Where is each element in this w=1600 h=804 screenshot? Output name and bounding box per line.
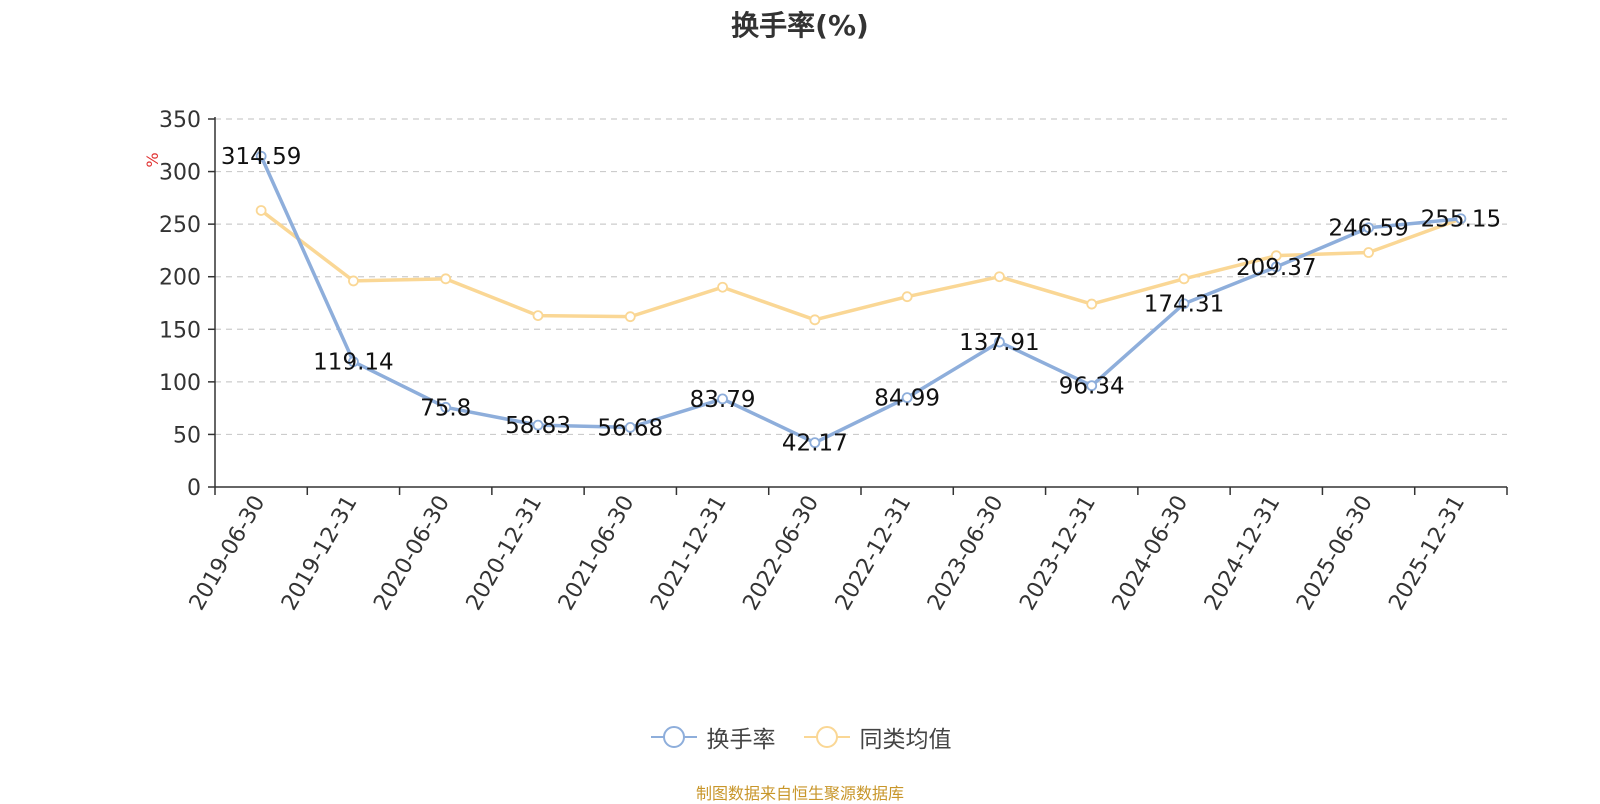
data-point-1: [994, 336, 1005, 348]
data-point-1: [1270, 261, 1282, 273]
data-point-1: [440, 401, 452, 413]
y-tick-label: 100: [159, 371, 201, 396]
data-point-2: [1178, 273, 1190, 285]
data-label: 255.15: [1421, 207, 1501, 233]
data-point-1: [1455, 213, 1467, 225]
legend-label: 同类均值: [859, 727, 952, 753]
data-point-2: [901, 291, 913, 303]
data-point-1: [1363, 222, 1374, 234]
data-point-2: [1363, 247, 1374, 258]
data-point-2: [994, 271, 1005, 283]
data-label: 42.17: [782, 431, 848, 457]
legend-swatch-icon: [803, 726, 850, 748]
series-line-2: [260, 209, 1462, 322]
data-point-2: [255, 205, 267, 216]
data-label: 246.59: [1328, 216, 1408, 242]
legend-item-1[interactable]: 换手率: [649, 720, 776, 754]
data-label: 58.83: [505, 413, 571, 439]
x-tick-label: 2025-06-30: [1292, 492, 1378, 615]
y-axis-label: %: [143, 152, 162, 167]
data-point-2: [1270, 250, 1282, 262]
data-point-1: [348, 356, 359, 368]
data-point-1: [1086, 380, 1098, 392]
y-tick-label: 350: [159, 108, 201, 133]
source-note: 制图数据来自恒生聚源数据库: [695, 784, 904, 803]
y-tick-label: 250: [159, 213, 201, 238]
data-label: 75.8: [420, 395, 471, 421]
data-point-2: [809, 314, 821, 326]
data-point-1: [901, 392, 913, 404]
x-tick-label: 2025-12-31: [1384, 492, 1470, 615]
data-point-1: [624, 422, 636, 433]
legend-item-2[interactable]: 同类均值: [802, 720, 952, 754]
y-tick-label: 300: [159, 161, 201, 186]
data-point-1: [532, 419, 544, 431]
data-point-1: [1178, 298, 1190, 310]
legend[interactable]: 换手率 同类均值: [0, 720, 1600, 754]
x-tick-label: 2022-06-30: [738, 492, 824, 615]
data-label: 96.34: [1059, 374, 1125, 400]
legend-label: 换手率: [706, 727, 776, 753]
data-point-2: [624, 311, 636, 323]
y-tick-label: 0: [187, 476, 201, 501]
data-label: 137.91: [959, 330, 1039, 356]
y-tick-label: 200: [159, 266, 201, 291]
x-tick-label: 2019-06-30: [185, 492, 271, 615]
data-point-2: [440, 273, 452, 285]
x-tick-label: 2023-06-30: [923, 492, 1009, 615]
y-tick-label: 150: [159, 318, 201, 343]
data-label: 84.99: [874, 386, 940, 412]
data-label: 119.14: [313, 350, 393, 376]
data-label: 314.59: [221, 144, 301, 170]
y-tick-label: 50: [173, 423, 201, 448]
data-point-1: [255, 150, 267, 162]
data-point-2: [1086, 298, 1098, 310]
data-point-1: [717, 393, 728, 405]
x-tick-label: 2020-06-30: [369, 492, 455, 615]
data-label: 209.37: [1236, 255, 1316, 281]
x-tick-label: 2024-06-30: [1108, 492, 1194, 615]
data-point-1: [809, 437, 821, 449]
x-tick-label: 2022-12-31: [831, 491, 917, 614]
data-label: 174.31: [1144, 292, 1224, 318]
legend-swatch-icon: [650, 726, 697, 748]
data-point-2: [717, 281, 728, 293]
x-tick-label: 2020-12-31: [462, 492, 548, 615]
x-tick-label: 2021-12-31: [646, 492, 732, 615]
x-tick-label: 2019-12-31: [277, 492, 363, 615]
x-tick-label: 2024-12-31: [1200, 492, 1286, 615]
data-label: 56.68: [597, 415, 663, 441]
series-line-1: [259, 155, 1462, 445]
chart-title: 换手率(%): [731, 9, 869, 42]
data-point-2: [348, 275, 359, 287]
x-tick-label: 2021-06-30: [554, 492, 640, 615]
data-label: 83.79: [690, 387, 756, 413]
data-point-2: [532, 310, 544, 322]
x-tick-label: 2023-12-31: [1015, 492, 1101, 615]
